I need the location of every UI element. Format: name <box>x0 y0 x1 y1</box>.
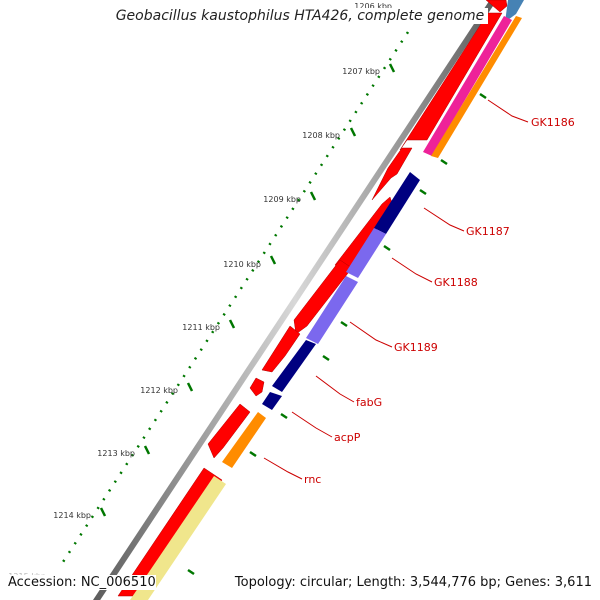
track-segment-blue <box>505 0 524 22</box>
ruler-tick <box>228 319 236 329</box>
ruler-tick <box>388 63 396 73</box>
ruler-tick <box>186 382 194 392</box>
track-segment-navy <box>374 172 420 234</box>
gene-leaders <box>263 99 529 480</box>
ruler-label-1206: 1206 kbp <box>354 2 392 11</box>
leader-acpp <box>291 411 333 438</box>
gene-label-gk1187: GK1187 <box>466 225 510 238</box>
inner-tick <box>340 320 348 328</box>
gene-label-gk1189: GK1189 <box>394 341 438 354</box>
scale-dots <box>61 31 410 563</box>
track-segment-magenta <box>423 16 512 156</box>
accession-text: Accession: NC_006510 <box>8 575 156 590</box>
ruler-tick <box>269 255 277 265</box>
cds-track <box>117 0 508 597</box>
inner-tick <box>249 450 257 458</box>
gene-label-fabg: fabG <box>356 396 382 409</box>
genome-summary-text: Topology: circular; Length: 3,544,776 bp… <box>234 575 592 590</box>
ruler-tick <box>349 127 357 137</box>
leader-fabg <box>315 375 355 403</box>
track-segment-orange <box>431 16 522 158</box>
inner-tick <box>280 412 288 420</box>
backbone <box>93 0 497 600</box>
leader-gk1189 <box>349 321 393 348</box>
ruler-label-1210: 1210 kbp <box>223 260 261 269</box>
track-segment-purple <box>346 228 386 278</box>
ruler-tick <box>99 507 107 517</box>
map-title: Geobacillus kaustophilus HTA426, complet… <box>0 8 600 24</box>
track-segment-navy <box>272 340 316 392</box>
gene-label-gk1188: GK1188 <box>434 276 478 289</box>
ruler-label-1213: 1213 kbp <box>97 449 135 458</box>
gene-label-rnc: rnc <box>304 473 321 486</box>
inner-tick <box>187 568 195 576</box>
gene-label-gk1186: GK1186 <box>531 116 575 129</box>
cds-arrow <box>485 0 508 13</box>
inner-tick <box>440 158 448 166</box>
track-segment-orange <box>222 412 266 468</box>
ruler-label-1212: 1212 kbp <box>140 386 178 395</box>
inner-tick <box>322 354 330 362</box>
track-segment-yellow <box>130 476 226 600</box>
leader-gk1188 <box>391 257 433 283</box>
cds-arrow <box>261 325 301 373</box>
inner-tick <box>383 244 391 252</box>
ruler-label-1207: 1207 kbp <box>342 67 380 76</box>
ruler-tick <box>309 191 317 201</box>
leader-gk1187 <box>423 207 465 232</box>
ruler-label-1209: 1209 kbp <box>263 195 301 204</box>
ruler-label-1211: 1211 kbp <box>182 323 220 332</box>
feature-track-2 <box>130 0 524 600</box>
inner-ticks <box>187 92 487 576</box>
track-segment-navy <box>262 392 282 410</box>
leader-gk1186 <box>487 99 529 123</box>
cds-arrow <box>371 147 413 201</box>
ruler-label-1214: 1214 kbp <box>53 511 91 520</box>
gene-labels: GK1186 GK1187 GK1188 GK1189 fabG acpP rn… <box>304 116 575 486</box>
inner-tick <box>479 92 487 100</box>
cds-arrow <box>207 403 251 459</box>
gene-label-acpp: acpP <box>334 431 361 444</box>
track-segment-purple <box>306 276 358 344</box>
cds-arrow <box>249 377 265 397</box>
ruler-tick <box>143 445 151 455</box>
leader-rnc <box>263 457 303 480</box>
inner-tick <box>419 188 427 196</box>
ruler-label-1208: 1208 kbp <box>302 131 340 140</box>
cds-arrow <box>399 12 503 151</box>
